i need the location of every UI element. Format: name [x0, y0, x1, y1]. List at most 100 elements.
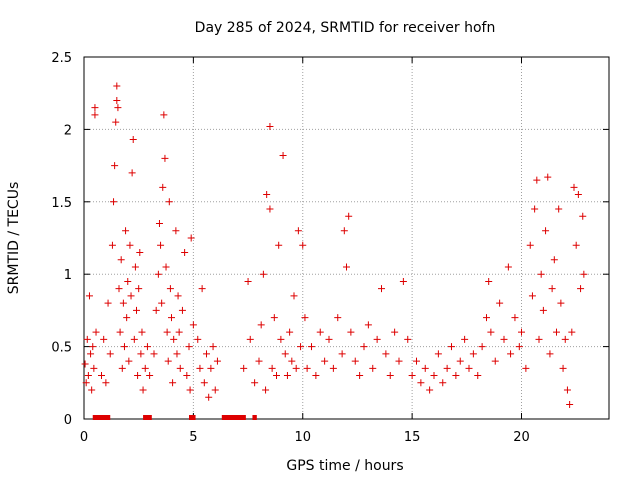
data-point [172, 227, 180, 235]
data-point [408, 372, 416, 380]
data-point [129, 136, 137, 144]
y-axis-label: SRMTID / TECUs [6, 182, 22, 295]
data-point [343, 263, 350, 271]
data-point [465, 364, 473, 372]
data-point [452, 372, 460, 380]
data-point [301, 314, 309, 322]
data-point [281, 350, 289, 358]
data-point [175, 328, 183, 336]
data-point [290, 292, 298, 300]
data-point [485, 277, 493, 285]
data-point [347, 328, 355, 336]
data-point [270, 314, 278, 322]
x-tick-label: 10 [294, 430, 311, 445]
data-point [399, 277, 407, 285]
data-point [404, 335, 412, 343]
data-point [120, 343, 128, 351]
data-point [112, 118, 120, 126]
gap-marker [92, 415, 111, 420]
data-point [277, 335, 285, 343]
gap-markers [92, 415, 257, 420]
data-point [579, 212, 587, 220]
data-point [273, 372, 280, 380]
data-point [82, 379, 90, 387]
data-point [391, 328, 399, 336]
data-point [128, 169, 136, 177]
data-point [553, 328, 560, 336]
data-point [266, 123, 274, 131]
data-point [511, 314, 519, 322]
gap-marker [189, 415, 196, 420]
data-point [134, 372, 142, 380]
data-point [110, 198, 118, 206]
y-tick-label: 0 [64, 413, 72, 428]
data-point [162, 263, 170, 271]
data-point [294, 227, 302, 235]
y-tick-label: 1 [64, 268, 72, 283]
data-point [522, 364, 530, 372]
data-point [159, 183, 167, 191]
data-point [434, 350, 442, 358]
data-point [373, 335, 381, 343]
data-point [325, 335, 333, 343]
data-point [152, 306, 160, 314]
data-point [268, 364, 276, 372]
data-point [443, 364, 451, 372]
data-point [114, 104, 122, 112]
data-point [207, 364, 215, 372]
data-point [360, 343, 368, 351]
data-point [136, 248, 144, 256]
data-point [131, 263, 139, 271]
x-tick-label: 5 [189, 430, 197, 445]
data-point [356, 372, 364, 380]
data-point [91, 111, 99, 119]
data-point [448, 343, 455, 351]
data-point [138, 328, 146, 336]
data-point [174, 292, 182, 300]
data-point [542, 227, 550, 235]
y-tick-label: 2 [64, 123, 72, 138]
data-point [157, 241, 165, 249]
data-point [108, 241, 116, 249]
data-point [544, 173, 552, 181]
data-point [189, 321, 197, 329]
data-point [572, 241, 580, 249]
data-point [240, 364, 248, 372]
x-axis-label: GPS time / hours [286, 458, 403, 474]
data-point [334, 314, 342, 322]
data-point [139, 386, 147, 394]
y-tick-label: 0.5 [51, 341, 72, 356]
data-point [426, 386, 434, 394]
data-point [133, 306, 140, 314]
data-point [351, 357, 359, 365]
data-point [550, 256, 558, 264]
data-point [478, 343, 486, 351]
data-point [491, 357, 499, 365]
data-point [196, 364, 204, 372]
data-point [92, 328, 100, 336]
data-point [81, 360, 89, 368]
data-point [469, 350, 477, 358]
data-point [125, 357, 133, 365]
data-point [200, 379, 208, 387]
data-point [555, 205, 563, 213]
data-point [211, 386, 219, 394]
data-point [173, 350, 181, 358]
data-point [461, 335, 469, 343]
data-point [246, 335, 254, 343]
data-point [183, 372, 191, 380]
data-point [496, 299, 504, 307]
data-point [288, 357, 296, 365]
data-point [158, 299, 166, 307]
data-point [378, 285, 385, 293]
data-point [303, 364, 311, 372]
data-point [566, 401, 574, 409]
data-point [176, 364, 184, 372]
data-point [329, 364, 337, 372]
data-point [531, 205, 539, 213]
data-point [213, 357, 221, 365]
data-point [577, 285, 585, 293]
data-point [90, 364, 98, 372]
data-point [84, 372, 92, 380]
data-point [257, 321, 265, 329]
